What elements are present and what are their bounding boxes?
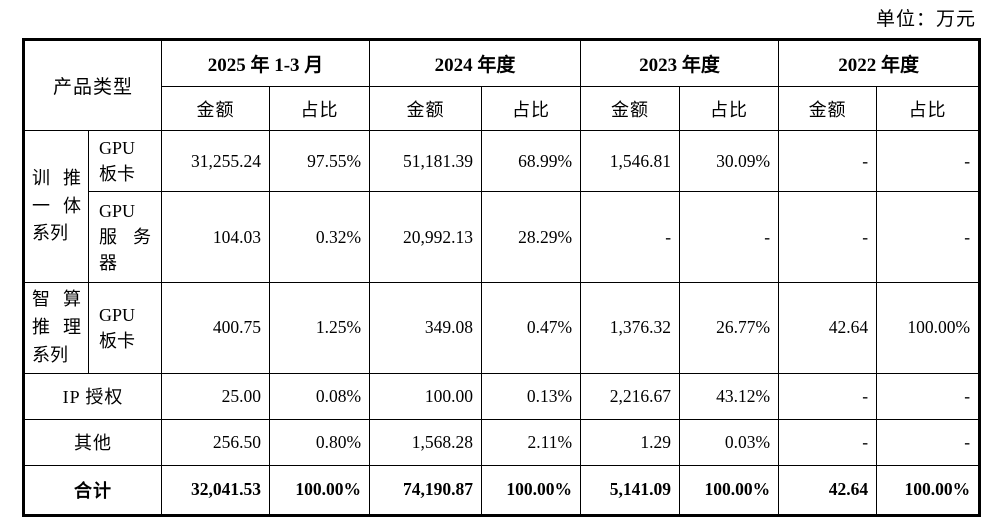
header-amount-2024: 金额 [369, 86, 483, 131]
header-row-subcolumns: 金额 占比 金额 占比 金额 占比 金额 占比 [24, 86, 981, 131]
cell-amount: 1,546.81 [580, 130, 681, 192]
cell-amount: 100.00 [369, 372, 483, 420]
cell-ratio: 97.55% [269, 130, 371, 192]
cell-amount: - [778, 191, 878, 283]
series-label-smart-inference: 智算推理系列 [23, 282, 89, 374]
cell-ratio: 0.03% [679, 418, 780, 466]
table-row-train-gpu-server: GPU 服务器 104.03 0.32% 20,992.13 28.29% - … [24, 191, 981, 283]
cell-ratio: - [876, 372, 981, 420]
cell-ratio: 30.09% [679, 130, 780, 192]
cell-amount: 1,568.28 [369, 418, 483, 466]
table-row-ip-licensing: IP 授权 25.00 0.08% 100.00 0.13% 2,216.67 … [22, 372, 981, 420]
cell-amount: 42.64 [778, 464, 878, 516]
table-row-train-gpu-board: 训推一体系列 GPU 板卡 31,255.24 97.55% 51,181.39… [23, 130, 981, 283]
cell-amount: - [778, 372, 878, 420]
header-ratio-2023: 占比 [679, 86, 780, 131]
row-label-total: 合计 [22, 464, 163, 516]
header-product-type: 产品类型 [22, 39, 163, 131]
cell-ratio: 0.47% [481, 282, 582, 374]
header-ratio-2024: 占比 [481, 86, 582, 131]
header-amount-2025: 金额 [161, 86, 271, 131]
cell-amount: 74,190.87 [369, 464, 483, 516]
cell-amount: 31,255.24 [161, 130, 271, 192]
cell-ratio: 28.29% [481, 191, 582, 283]
header-amount-2022: 金额 [778, 86, 878, 131]
cell-ratio: 100.00% [481, 464, 582, 516]
cell-ratio: 1.25% [269, 282, 371, 374]
header-row-periods: 产品类型 2025 年 1-3 月 2024 年度 2023 年度 2022 年… [22, 39, 981, 131]
cell-amount: - [580, 191, 681, 283]
cell-amount: 104.03 [161, 191, 271, 283]
cell-amount: 5,141.09 [580, 464, 681, 516]
header-amount-2023: 金额 [580, 86, 681, 131]
cell-ratio: 100.00% [269, 464, 371, 516]
header-period-2022: 2022 年度 [778, 39, 981, 87]
cell-amount: 25.00 [161, 372, 271, 420]
item-label-gpu-server: GPU 服务器 [87, 191, 163, 283]
cell-ratio: 68.99% [481, 130, 582, 192]
table-row-other: 其他 256.50 0.80% 1,568.28 2.11% 1.29 0.03… [22, 418, 981, 466]
table-row-total: 合计 32,041.53 100.00% 74,190.87 100.00% 5… [22, 464, 981, 516]
cell-amount: 42.64 [778, 282, 878, 374]
cell-amount: 1,376.32 [580, 282, 681, 374]
header-ratio-2022: 占比 [876, 86, 981, 131]
cell-ratio: 100.00% [876, 464, 981, 516]
series-label-training-inference: 训推一体系列 [23, 130, 89, 283]
header-period-2024: 2024 年度 [369, 39, 582, 87]
cell-amount: - [778, 418, 878, 466]
cell-amount: 400.75 [161, 282, 271, 374]
unit-label: 单位：万元 [875, 9, 976, 30]
cell-amount: 20,992.13 [369, 191, 483, 283]
row-label-ip-licensing: IP 授权 [22, 372, 163, 420]
cell-ratio: 100.00% [876, 282, 981, 374]
header-ratio-2025: 占比 [269, 86, 371, 131]
cell-amount: 32,041.53 [161, 464, 271, 516]
item-label-gpu-board: GPU 板卡 [87, 282, 163, 374]
cell-ratio: 0.13% [481, 372, 582, 420]
cell-ratio: - [679, 191, 780, 283]
cell-ratio: 0.32% [269, 191, 371, 283]
cell-ratio: 43.12% [679, 372, 780, 420]
cell-ratio: - [876, 418, 981, 466]
cell-ratio: 26.77% [679, 282, 780, 374]
cell-amount: 349.08 [369, 282, 483, 374]
item-label-gpu-board: GPU 板卡 [87, 130, 163, 192]
cell-amount: 1.29 [580, 418, 681, 466]
cell-ratio: - [876, 130, 981, 192]
header-period-2023: 2023 年度 [580, 39, 780, 87]
cell-ratio: - [876, 191, 981, 283]
cell-ratio: 0.80% [269, 418, 371, 466]
product-revenue-table: 产品类型 2025 年 1-3 月 2024 年度 2023 年度 2022 年… [22, 38, 982, 517]
row-label-other: 其他 [22, 418, 163, 466]
cell-ratio: 0.08% [269, 372, 371, 420]
cell-amount: 2,216.67 [580, 372, 681, 420]
cell-amount: 256.50 [161, 418, 271, 466]
cell-ratio: 100.00% [679, 464, 780, 516]
table-row-inference-gpu-board: 智算推理系列 GPU 板卡 400.75 1.25% 349.08 0.47% … [23, 282, 981, 374]
cell-ratio: 2.11% [481, 418, 582, 466]
cell-amount: - [778, 130, 878, 192]
header-period-2025: 2025 年 1-3 月 [161, 39, 371, 87]
cell-amount: 51,181.39 [369, 130, 483, 192]
